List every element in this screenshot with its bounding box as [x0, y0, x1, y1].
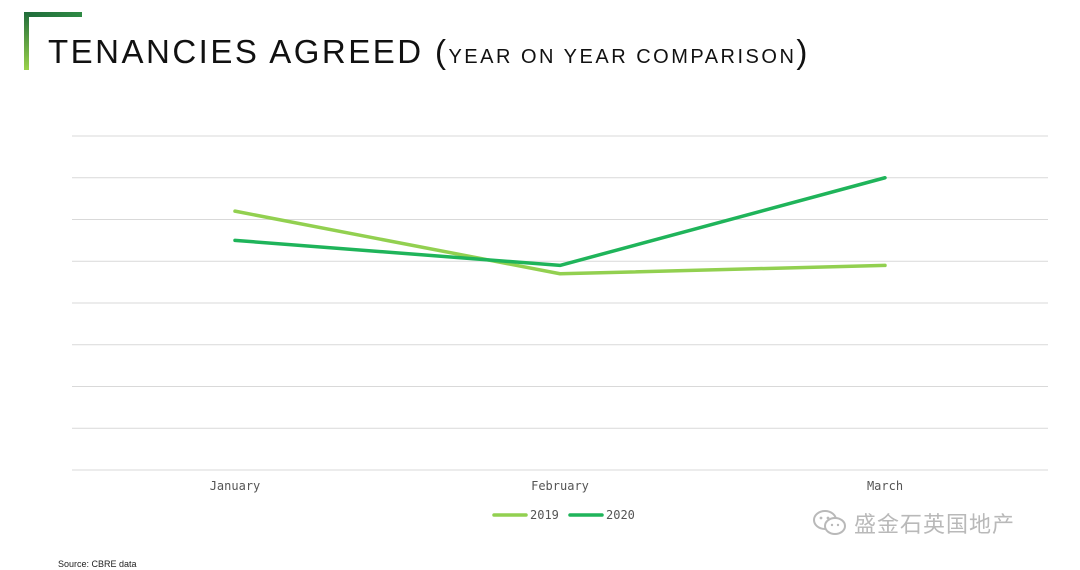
- corner-bracket: [24, 12, 82, 70]
- title-subtitle: YEAR ON YEAR COMPARISON: [448, 46, 797, 68]
- title-paren-close: ): [796, 33, 810, 70]
- chart-series: [233, 176, 887, 276]
- title-main: TENANCIES AGREED: [48, 33, 424, 70]
- chart-legend: 2019 2020: [492, 508, 635, 522]
- title-paren-open: (: [434, 33, 449, 70]
- legend-label-2019: 2019: [530, 508, 559, 522]
- x-tick-label: January: [210, 479, 261, 493]
- series-line-2020: [233, 176, 887, 268]
- chart-gridlines: [72, 135, 1048, 471]
- page-title: TENANCIES AGREED (YEAR ON YEAR COMPARISO…: [48, 33, 810, 71]
- x-tick-label: March: [867, 479, 903, 493]
- series-line-2019: [233, 209, 887, 276]
- watermark: 盛金石英国地产: [812, 508, 1015, 538]
- x-tick-label: February: [531, 479, 589, 493]
- source-note: Source: CBRE data: [58, 559, 137, 569]
- legend-label-2020: 2020: [606, 508, 635, 522]
- watermark-text: 盛金石英国地产: [854, 513, 1016, 538]
- x-axis-ticks: January February March: [210, 479, 903, 493]
- wechat-icon: [813, 510, 846, 535]
